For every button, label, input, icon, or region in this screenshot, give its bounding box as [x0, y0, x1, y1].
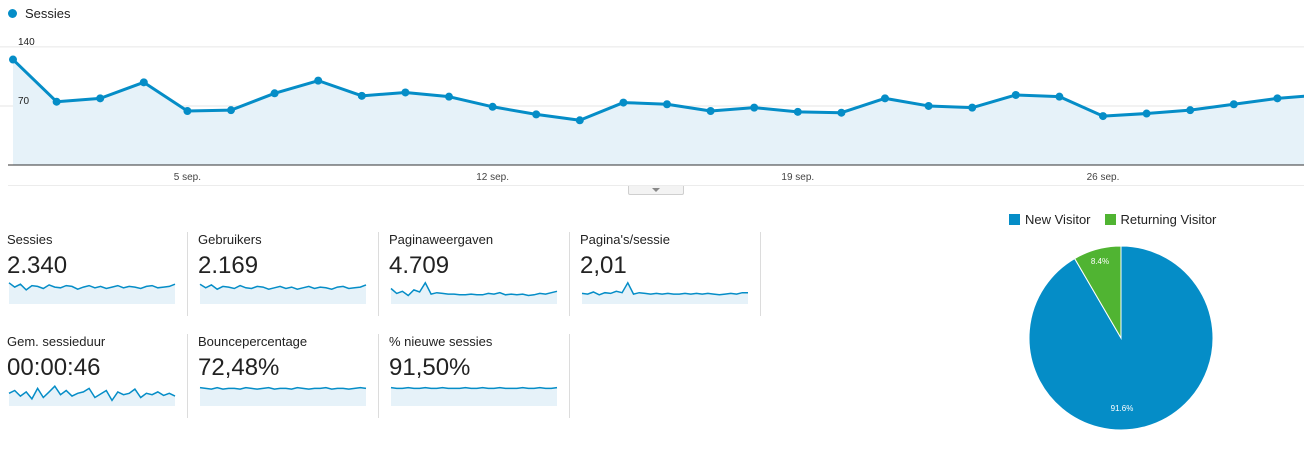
pie-legend-item-returning[interactable]: Returning Visitor	[1104, 212, 1217, 227]
metric-value: 91,50%	[389, 354, 471, 381]
data-point	[924, 101, 933, 110]
metric-value: 4.709	[389, 252, 450, 279]
series-legend-dot	[8, 9, 17, 18]
data-point	[1011, 90, 1020, 99]
data-point	[881, 94, 889, 103]
metric-sparkline	[199, 283, 367, 304]
metric-card[interactable]: Pagina's/sessie 2,01	[580, 232, 761, 316]
data-point	[357, 91, 366, 100]
chart-legend: Sessies	[8, 6, 71, 21]
y-tick-label: 70	[18, 96, 30, 107]
data-point	[183, 107, 192, 116]
data-point	[968, 103, 977, 112]
metric-card[interactable]: Bouncepercentage 72,48%	[198, 334, 379, 418]
metric-sparkline	[390, 386, 558, 406]
sparkline-area	[582, 282, 748, 304]
metric-card[interactable]: Sessies 2.340	[7, 232, 188, 316]
sparkline-area	[391, 387, 557, 406]
pie-value-label: 91.6%	[1111, 404, 1134, 413]
x-tick-label: 12 sep.	[476, 172, 509, 183]
visitor-pie-chart: 91.6% 8.4%	[1028, 245, 1214, 431]
data-point	[314, 76, 323, 85]
metric-card[interactable]: Gem. sessieduur 00:00:46	[7, 334, 188, 418]
metric-sparkline	[8, 282, 176, 304]
sparkline-area	[9, 282, 175, 304]
metric-sparkline	[581, 281, 748, 304]
chevron-down-icon	[652, 188, 660, 192]
data-point	[401, 88, 410, 97]
collapse-chart-toggle[interactable]	[628, 186, 684, 195]
pie-value-label: 8.4%	[1091, 257, 1109, 266]
area-fill	[13, 59, 1304, 165]
sparkline-line	[199, 386, 367, 390]
metric-card[interactable]: Paginaweergaven 4.709	[389, 232, 570, 316]
metric-label: Gebruikers	[198, 232, 262, 247]
data-point	[1273, 94, 1282, 103]
data-point	[1229, 100, 1238, 109]
sparkline-line	[390, 386, 558, 390]
data-point	[270, 89, 279, 98]
sparkline-area	[391, 282, 557, 304]
sparkline-line	[581, 281, 748, 296]
data-point	[793, 107, 802, 116]
metric-sparkline	[390, 281, 558, 304]
metric-label: Sessies	[7, 232, 53, 247]
sparkline-line	[390, 281, 558, 297]
metric-label: Bouncepercentage	[198, 334, 308, 349]
data-point	[139, 78, 148, 87]
data-point	[488, 102, 497, 111]
x-tick-label: 26 sep.	[1087, 172, 1120, 183]
metric-value: 2,01	[580, 252, 627, 279]
metric-card[interactable]: % nieuwe sessies 91,50%	[389, 334, 570, 418]
sparkline-area	[200, 284, 366, 304]
pie-slice-returning-visitor	[1073, 245, 1122, 340]
metric-label: % nieuwe sessies	[389, 334, 493, 349]
sessions-line-chart: 70 140 5 sep. 12 sep. 19 sep. 26 sep.	[0, 37, 1304, 186]
x-tick-label: 19 sep.	[781, 172, 814, 183]
new-visitor-swatch	[1009, 214, 1020, 225]
pie-legend: New Visitor Returning Visitor	[1009, 212, 1230, 227]
y-tick-label: 140	[18, 37, 35, 48]
pie-legend-label: Returning Visitor	[1120, 212, 1217, 227]
x-tick-label: 5 sep.	[174, 172, 201, 183]
data-point	[1186, 106, 1195, 115]
metric-sparkline	[199, 386, 367, 406]
data-point	[1099, 112, 1107, 121]
sparkline-line	[199, 283, 367, 291]
data-point	[619, 98, 628, 107]
returning-visitor-swatch	[1104, 214, 1116, 225]
data-point	[96, 94, 105, 103]
data-point	[445, 92, 453, 101]
metric-label: Gem. sessieduur	[7, 334, 106, 349]
data-point	[837, 108, 846, 117]
metric-sparkline	[8, 385, 176, 406]
pie-legend-label: New Visitor	[1025, 212, 1091, 227]
data-point	[532, 110, 541, 119]
data-point	[575, 116, 584, 125]
metric-card[interactable]: Gebruikers 2.169	[198, 232, 379, 316]
metric-value: 00:00:46	[7, 354, 101, 381]
data-point	[227, 106, 235, 115]
metric-label: Paginaweergaven	[389, 232, 494, 247]
metric-value: 2.340	[7, 252, 68, 279]
pie-legend-item-new[interactable]: New Visitor	[1009, 212, 1091, 227]
metric-label: Pagina's/sessie	[580, 232, 670, 247]
data-point	[1142, 109, 1151, 118]
sparkline-area	[200, 387, 366, 406]
data-point	[52, 97, 61, 106]
sparkline-line	[8, 385, 176, 402]
sparkline-line	[8, 282, 176, 291]
series-legend-label: Sessies	[25, 6, 71, 21]
pie-slice-new-visitor	[1028, 245, 1214, 431]
data-point	[9, 55, 17, 64]
data-point	[663, 100, 671, 109]
data-point	[1055, 92, 1064, 101]
data-point	[706, 107, 715, 116]
metric-value: 2.169	[198, 252, 259, 279]
metric-value: 72,48%	[198, 354, 280, 381]
data-point	[750, 103, 759, 112]
